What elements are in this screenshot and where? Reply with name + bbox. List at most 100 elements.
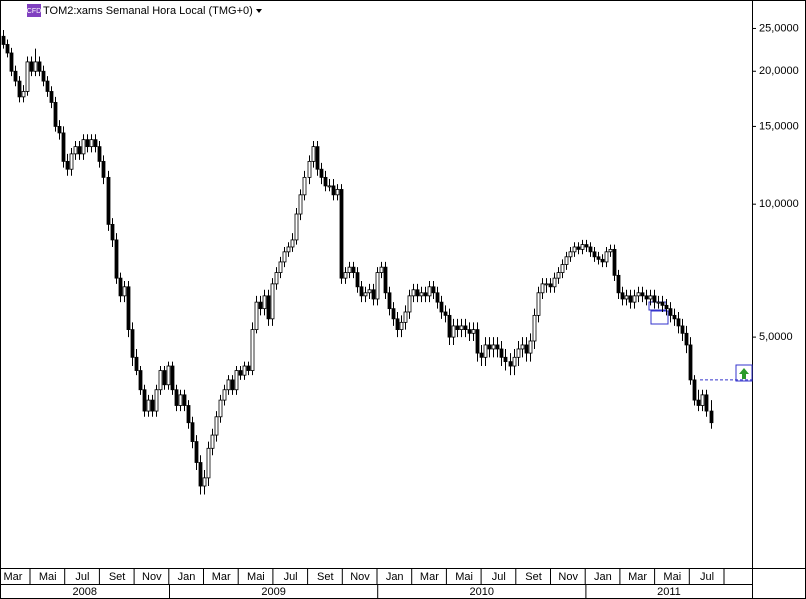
candle-body bbox=[483, 344, 488, 358]
order-icon bbox=[650, 310, 669, 325]
candle-body bbox=[49, 91, 54, 103]
candle-body bbox=[238, 370, 243, 376]
candle-body bbox=[294, 213, 299, 241]
x-tick-label: Mar bbox=[420, 571, 439, 583]
candle-body bbox=[323, 176, 328, 187]
candle-body bbox=[379, 266, 384, 273]
candle-body bbox=[427, 286, 432, 297]
candle-body bbox=[254, 301, 259, 330]
candle-body bbox=[81, 139, 86, 155]
x-tick-label: Mar bbox=[4, 571, 23, 583]
candle-body bbox=[363, 292, 368, 297]
dropdown-arrow[interactable] bbox=[256, 9, 262, 13]
candle-body bbox=[69, 153, 74, 170]
candle-body bbox=[154, 389, 159, 412]
candle-body bbox=[339, 189, 344, 279]
x-tick-label: Jan bbox=[178, 571, 196, 583]
candle-body bbox=[122, 286, 127, 297]
candle-body bbox=[290, 239, 295, 248]
candle-body bbox=[680, 325, 685, 334]
x-tick-label: Jul bbox=[700, 571, 714, 583]
candle-body bbox=[138, 370, 143, 391]
candle-body bbox=[186, 405, 191, 424]
candle-body bbox=[696, 399, 701, 406]
x-tick-label: Nov bbox=[350, 571, 370, 583]
candle-body bbox=[375, 272, 380, 300]
candle-body bbox=[335, 189, 340, 196]
candle-body bbox=[688, 344, 693, 381]
candle-body bbox=[134, 356, 139, 371]
candle-body bbox=[524, 344, 529, 354]
x-tick-label: Mai bbox=[247, 571, 265, 583]
candle-body bbox=[584, 244, 589, 248]
candle-body bbox=[443, 311, 448, 316]
candle-body bbox=[21, 91, 26, 98]
candle-body bbox=[423, 292, 428, 297]
candle-body bbox=[656, 301, 661, 304]
candle-body bbox=[544, 283, 549, 286]
candle-body bbox=[101, 160, 106, 178]
candle-body bbox=[242, 365, 247, 376]
candle-body bbox=[660, 301, 665, 306]
candle-body bbox=[367, 289, 372, 294]
candle-body bbox=[592, 251, 597, 258]
candle-body bbox=[258, 301, 263, 310]
x-tick-label: Nov bbox=[558, 571, 578, 583]
candle-body bbox=[395, 318, 400, 330]
candle-body bbox=[479, 352, 484, 358]
candle-body bbox=[5, 44, 10, 54]
candle-body bbox=[512, 356, 517, 367]
candle-body bbox=[664, 304, 669, 310]
candle-body bbox=[85, 139, 90, 148]
candle-body bbox=[37, 61, 42, 72]
candle-body bbox=[495, 344, 500, 350]
candle-body bbox=[355, 272, 360, 288]
candle-body bbox=[110, 223, 115, 241]
candle-body bbox=[471, 329, 476, 334]
candle-body bbox=[210, 434, 215, 449]
chart-title[interactable]: TOM2:xams Semanal Hora Local (TMG+0) bbox=[43, 5, 253, 17]
candle-body bbox=[463, 325, 468, 330]
x-tick-label: Mar bbox=[212, 571, 231, 583]
candle-body bbox=[114, 239, 119, 279]
candle-body bbox=[624, 295, 629, 300]
candle-body bbox=[29, 61, 34, 72]
year-label: 2009 bbox=[261, 586, 285, 598]
candle-body bbox=[302, 176, 307, 196]
candle-body bbox=[97, 146, 102, 162]
candle-body bbox=[307, 160, 312, 178]
candle-body bbox=[672, 314, 677, 320]
candle-body bbox=[226, 379, 231, 391]
candle-body bbox=[676, 318, 681, 327]
candle-body bbox=[491, 344, 496, 350]
candle-body bbox=[262, 295, 267, 310]
x-tick-label: Jul bbox=[75, 571, 89, 583]
candle-body bbox=[632, 295, 637, 303]
candle-body bbox=[459, 325, 464, 330]
candle-body bbox=[503, 356, 508, 363]
x-tick-label: Set bbox=[317, 571, 334, 583]
candle-body bbox=[182, 394, 187, 406]
candle-body bbox=[475, 329, 480, 354]
candle-body bbox=[596, 256, 601, 260]
candle-body bbox=[439, 301, 444, 313]
candle-body bbox=[57, 126, 62, 134]
candle-body bbox=[588, 246, 593, 253]
y-tick-label: 20,0000 bbox=[759, 65, 799, 77]
candle-body bbox=[455, 325, 460, 330]
candle-body bbox=[166, 365, 171, 386]
x-tick-label: Nov bbox=[142, 571, 162, 583]
candle-body bbox=[190, 422, 195, 442]
candle-body bbox=[222, 389, 227, 401]
candle-body bbox=[61, 132, 66, 162]
candle-body bbox=[73, 146, 78, 155]
candle-body bbox=[684, 332, 689, 346]
candle-body bbox=[118, 277, 123, 297]
candle-body bbox=[435, 292, 440, 303]
candle-body bbox=[250, 329, 255, 371]
candle-body bbox=[298, 194, 303, 215]
candle-body bbox=[499, 348, 504, 358]
candle-body bbox=[331, 185, 336, 196]
